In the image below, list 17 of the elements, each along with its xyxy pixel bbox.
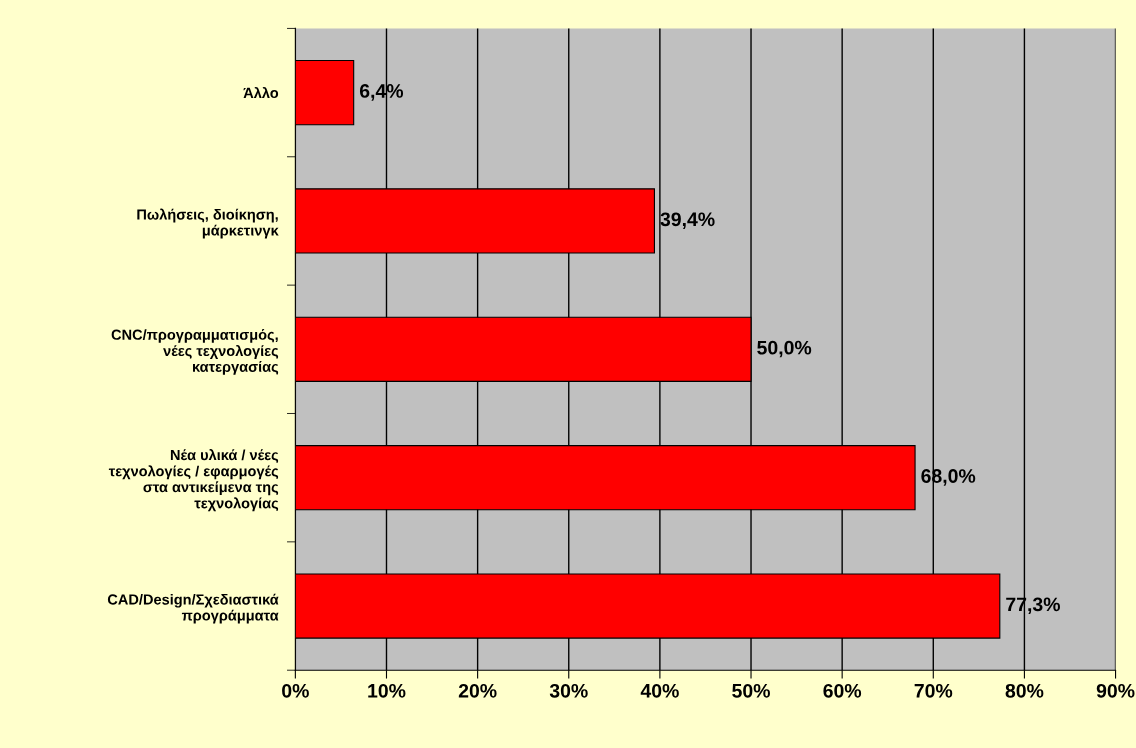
x-tick-label: 40% xyxy=(640,683,679,698)
x-tick-label: 90% xyxy=(1096,683,1135,698)
bar xyxy=(295,59,355,126)
x-tick-label: 20% xyxy=(458,683,497,698)
x-tick-label: 50% xyxy=(732,683,770,698)
x-tick-label: 10% xyxy=(368,683,406,698)
x-tick-label: 80% xyxy=(1005,683,1044,698)
y-tick-label: Άλλο xyxy=(243,86,279,99)
x-tick-label: 70% xyxy=(914,683,953,698)
y-tick-label: CAD/Design/Σχεδιαστικά προγράμματα xyxy=(107,593,279,624)
data-label: 50,0% xyxy=(757,340,812,358)
y-tick-label: Πωλήσεις, διοίκηση, μάρκετινγκ xyxy=(137,208,279,239)
y-tick-label: Νέα υλικά / νέες τεχνολογίες / εφαρμογές στα αντικείμενα της τεχνολογίας xyxy=(108,449,279,512)
x-tick-label: 0% xyxy=(282,683,309,698)
x-tick-label: 30% xyxy=(549,683,588,698)
y-tick-label: CNC/προγραμματισμός, νέες τεχνολογίες κατεργασίας xyxy=(111,328,279,375)
x-tick-label: 60% xyxy=(823,683,862,698)
